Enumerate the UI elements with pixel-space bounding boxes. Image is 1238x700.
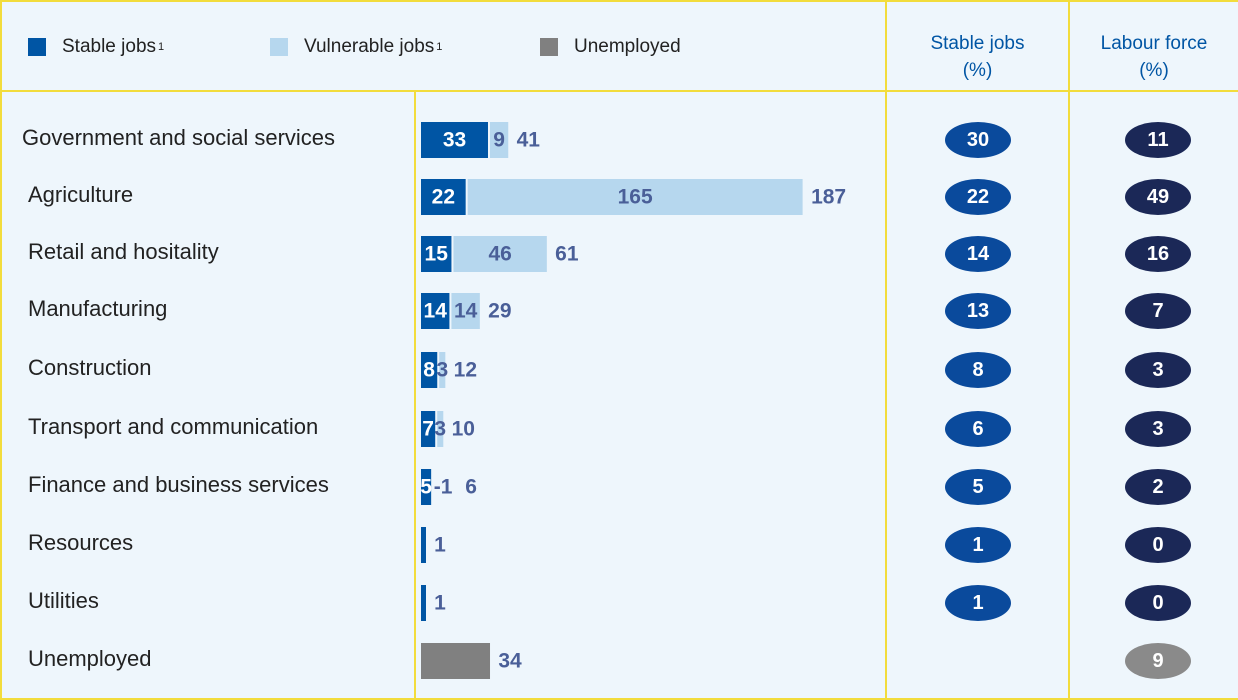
stable-jobs-pct-pill: 8 <box>945 352 1011 388</box>
legend-item-0: Stable jobs 1 <box>28 36 164 58</box>
labour-force-pct-pill: 16 <box>1125 236 1191 272</box>
legend-label: Vulnerable jobs <box>304 36 435 57</box>
category-label: Retail and hositality <box>28 239 219 264</box>
category-label: Utilities <box>28 588 99 613</box>
legend-label: Unemployed <box>574 36 681 57</box>
legend-swatch <box>270 38 288 56</box>
stable-jobs-pct-pill: 14 <box>945 236 1011 272</box>
stable-jobs-pct-pill: 6 <box>945 411 1011 447</box>
stable-jobs-pct-pill: 30 <box>945 122 1011 158</box>
labour-force-pct-pill: 7 <box>1125 293 1191 329</box>
stable-header-line1: Stable jobs <box>930 33 1025 54</box>
legend-footnote: 1 <box>158 41 165 53</box>
labour-force-pct-pill: 11 <box>1125 122 1191 158</box>
legend-footnote: 1 <box>436 41 443 53</box>
labour-force-pct-header: Labour force (%) <box>1070 30 1238 84</box>
labour-force-pct-pill: 0 <box>1125 585 1191 621</box>
legend-item-2: Unemployed <box>540 36 681 58</box>
legend-item-1: Vulnerable jobs 1 <box>270 36 442 58</box>
stable-jobs-pct-pill: 5 <box>945 469 1011 505</box>
label-divider <box>414 90 416 700</box>
labour-force-pct-pill: 9 <box>1125 643 1191 679</box>
category-label: Manufacturing <box>28 296 168 321</box>
labour-force-pct-pill: 3 <box>1125 352 1191 388</box>
legend-swatch <box>540 38 558 56</box>
labour-force-pct-pill: 2 <box>1125 469 1191 505</box>
labour-force-pct-pill: 3 <box>1125 411 1191 447</box>
stable-header-line2: (%) <box>962 60 993 81</box>
category-label: Finance and business services <box>28 472 329 497</box>
legend-swatch <box>28 38 46 56</box>
category-label: Construction <box>28 355 152 380</box>
stable-jobs-pct-pill: 1 <box>945 585 1011 621</box>
stable-jobs-pct-pill: 13 <box>945 293 1011 329</box>
category-label: Transport and communication <box>28 414 319 439</box>
stable-jobs-pct-pill: 22 <box>945 179 1011 215</box>
stable-jobs-pct-header: Stable jobs (%) <box>887 30 1068 84</box>
category-label: Resources <box>28 530 134 555</box>
header-divider <box>0 90 1238 92</box>
labour-force-pct-pill: 49 <box>1125 179 1191 215</box>
legend-label: Stable jobs <box>62 36 157 57</box>
category-label: Agriculture <box>28 182 134 207</box>
stable-col-divider <box>885 0 887 700</box>
labour-col-divider <box>1068 0 1070 700</box>
category-label: Unemployed <box>28 646 152 671</box>
labour-force-pct-pill: 0 <box>1125 527 1191 563</box>
labour-header-line1: Labour force <box>1100 33 1208 54</box>
labour-header-line2: (%) <box>1139 60 1169 81</box>
stable-jobs-pct-pill: 1 <box>945 527 1011 563</box>
category-label: Government and social services <box>22 125 336 150</box>
